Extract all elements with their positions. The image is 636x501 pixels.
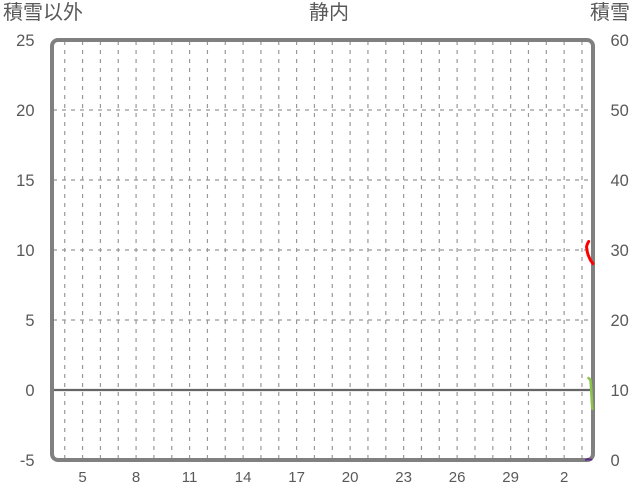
svg-text:50: 50 <box>611 102 629 120</box>
svg-text:25: 25 <box>16 32 34 50</box>
svg-text:17: 17 <box>288 469 305 486</box>
svg-text:15: 15 <box>16 172 34 190</box>
svg-text:26: 26 <box>449 469 466 486</box>
svg-text:5: 5 <box>25 312 34 330</box>
svg-text:8: 8 <box>132 469 140 486</box>
svg-text:23: 23 <box>395 469 412 486</box>
svg-text:10: 10 <box>16 242 34 260</box>
svg-text:5: 5 <box>78 469 86 486</box>
svg-text:20: 20 <box>342 469 359 486</box>
svg-text:29: 29 <box>502 469 519 486</box>
svg-text:10: 10 <box>611 382 629 400</box>
svg-text:20: 20 <box>16 102 34 120</box>
svg-text:11: 11 <box>182 469 198 486</box>
svg-text:60: 60 <box>611 32 629 50</box>
svg-text:0: 0 <box>611 452 620 470</box>
svg-text:30: 30 <box>611 242 629 260</box>
svg-text:2: 2 <box>560 469 568 486</box>
svg-text:40: 40 <box>611 172 629 190</box>
svg-text:-5: -5 <box>20 452 35 470</box>
svg-text:0: 0 <box>25 382 34 400</box>
svg-text:20: 20 <box>611 312 629 330</box>
svg-text:14: 14 <box>235 469 252 486</box>
